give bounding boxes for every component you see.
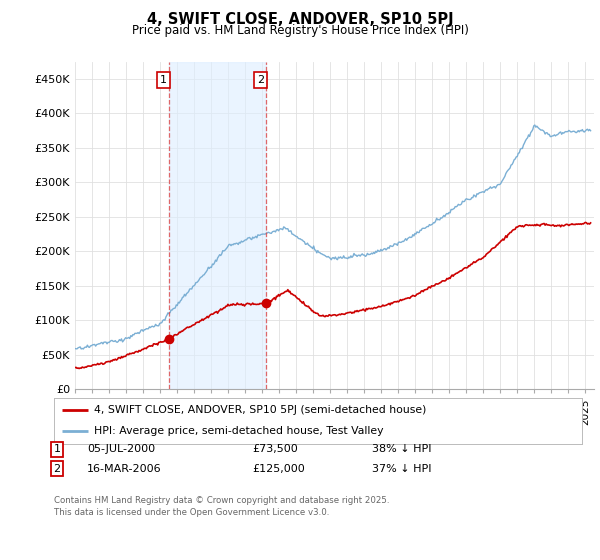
Text: Price paid vs. HM Land Registry's House Price Index (HPI): Price paid vs. HM Land Registry's House …	[131, 24, 469, 36]
Text: 2: 2	[257, 75, 264, 85]
Text: 37% ↓ HPI: 37% ↓ HPI	[372, 464, 431, 474]
Text: Contains HM Land Registry data © Crown copyright and database right 2025.
This d: Contains HM Land Registry data © Crown c…	[54, 496, 389, 517]
Text: 2: 2	[53, 464, 61, 474]
Text: 4, SWIFT CLOSE, ANDOVER, SP10 5PJ (semi-detached house): 4, SWIFT CLOSE, ANDOVER, SP10 5PJ (semi-…	[94, 405, 426, 415]
Text: 4, SWIFT CLOSE, ANDOVER, SP10 5PJ: 4, SWIFT CLOSE, ANDOVER, SP10 5PJ	[146, 12, 454, 27]
Text: HPI: Average price, semi-detached house, Test Valley: HPI: Average price, semi-detached house,…	[94, 426, 383, 436]
Text: 1: 1	[160, 75, 167, 85]
Text: £125,000: £125,000	[252, 464, 305, 474]
Text: 38% ↓ HPI: 38% ↓ HPI	[372, 444, 431, 454]
Text: 1: 1	[53, 444, 61, 454]
Bar	[169, 62, 266, 389]
Text: 16-MAR-2006: 16-MAR-2006	[87, 464, 161, 474]
Text: 05-JUL-2000: 05-JUL-2000	[87, 444, 155, 454]
Text: £73,500: £73,500	[252, 444, 298, 454]
